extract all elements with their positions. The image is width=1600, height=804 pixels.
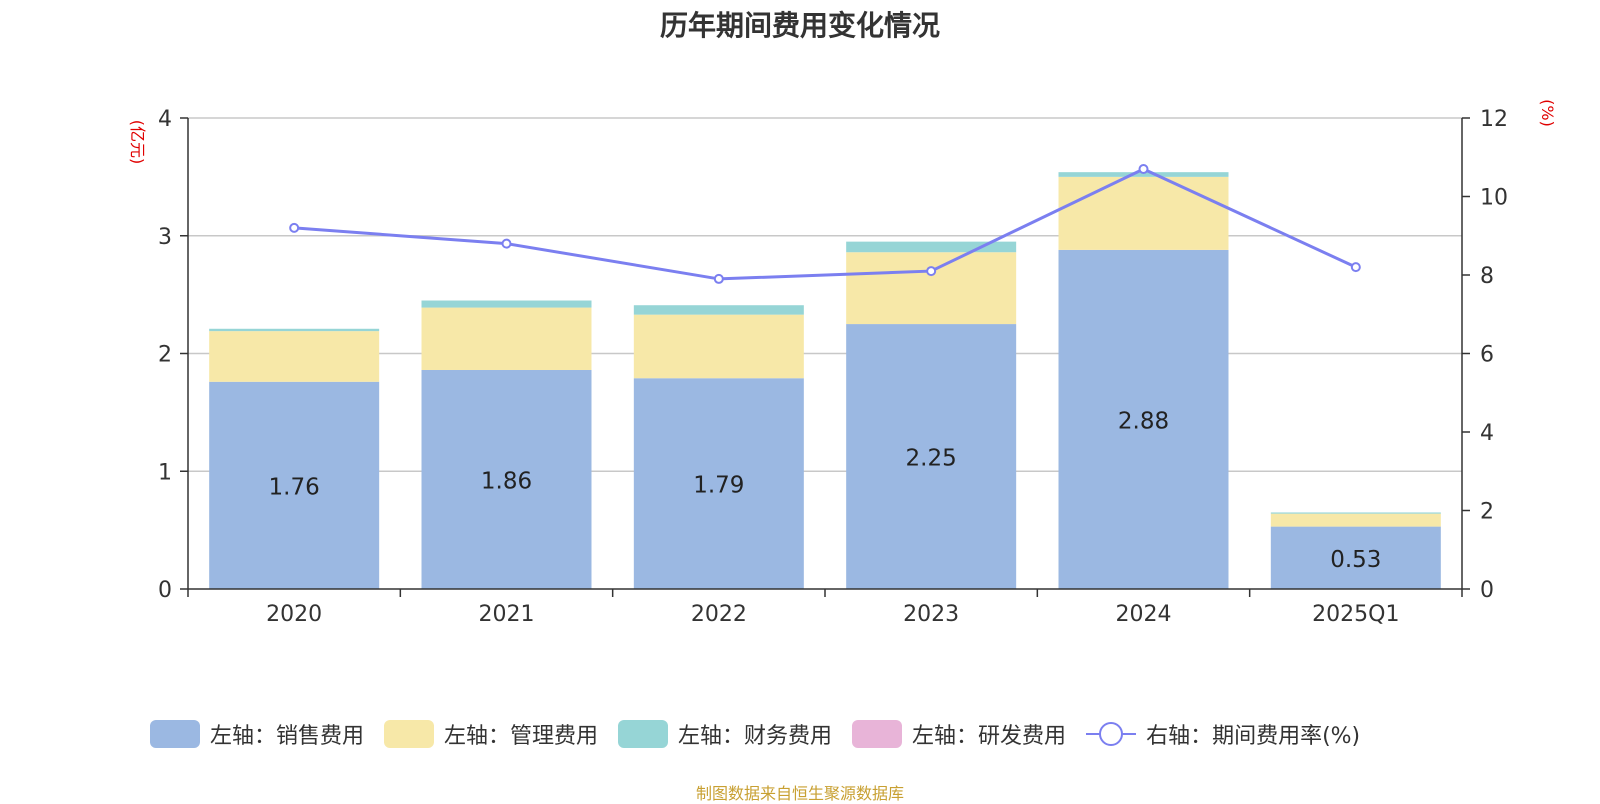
rate-point: [289, 222, 300, 233]
right-axis-unit: (%): [1538, 99, 1557, 127]
bar-segment: [209, 331, 380, 382]
rate-point: [926, 266, 937, 277]
bar-segment: [633, 378, 804, 589]
right-axis-tick-label: 8: [1480, 264, 1494, 289]
line-layer: [289, 164, 1361, 284]
right-axis-tick-label: 4: [1480, 421, 1494, 446]
bar-segment: [846, 252, 1017, 325]
bar-segment: [846, 241, 1017, 253]
legend-swatch-rnd: [852, 720, 903, 748]
left-axis-unit: (亿元): [128, 120, 147, 165]
bar-segment: [421, 369, 592, 589]
legend-label-rnd: 左轴：研发费用: [912, 724, 1067, 749]
legend-swatch-admin: [384, 720, 435, 748]
legend-item-sales[interactable]: 左轴：销售费用: [150, 718, 364, 750]
x-axis-tick-label: 2025Q1: [1312, 602, 1399, 627]
bar-segment: [421, 300, 592, 308]
bar-data-label: 1.79: [693, 473, 744, 499]
legend-label-admin: 左轴：管理费用: [444, 724, 599, 749]
legend-label-sales: 左轴：销售费用: [210, 724, 365, 749]
right-axis-tick-label: 6: [1480, 343, 1494, 368]
source-note: 制图数据来自恒生聚源数据库: [695, 784, 904, 803]
bar-segment: [1270, 526, 1441, 589]
rate-point: [1138, 164, 1149, 175]
bar-data-label: 0.53: [1330, 547, 1381, 573]
x-axis-tick-label: 2024: [1116, 602, 1172, 627]
bar-data-label: 1.76: [269, 474, 320, 500]
right-axis-tick-label: 2: [1480, 500, 1494, 525]
bar-data-label: 1.86: [481, 468, 532, 494]
bar-segment: [846, 324, 1017, 589]
x-axis-tick-label: 2021: [479, 602, 535, 627]
legend-swatch-sales: [150, 720, 200, 748]
bar-segment: [633, 305, 804, 315]
x-axis-tick-label: 2022: [691, 602, 747, 627]
bar-segment: [1270, 512, 1441, 514]
x-axis-tick-label: 2020: [266, 602, 322, 627]
rate-line: [294, 167, 1357, 281]
legend-item-rnd[interactable]: 左轴：研发费用: [852, 718, 1066, 750]
rate-point: [1350, 262, 1361, 273]
legend-label-finance: 左轴：财务费用: [678, 724, 833, 749]
bar-segment: [421, 307, 592, 370]
left-axis-tick-label: 3: [158, 225, 172, 250]
bar-layer: [209, 172, 1441, 589]
bar-segment: [209, 328, 380, 332]
bar-segment: [209, 381, 380, 589]
bar-segment: [633, 314, 804, 379]
rate-point: [501, 238, 512, 249]
right-axis-tick-label: 10: [1480, 186, 1508, 211]
bar-segment: [1270, 513, 1441, 527]
left-axis-tick-label: 4: [158, 107, 172, 132]
x-axis-tick-label: 2023: [903, 602, 959, 627]
left-axis-tick-label: 0: [158, 578, 172, 603]
legend: 左轴：销售费用 左轴：管理费用 左轴：财务费用 左轴：研发费用 右轴：期间费用率…: [150, 718, 1380, 750]
bar-segment: [1058, 176, 1229, 250]
bar-data-label: 2.25: [906, 446, 957, 472]
legend-item-finance[interactable]: 左轴：财务费用: [618, 718, 832, 750]
legend-item-rate[interactable]: 右轴：期间费用率(%): [1086, 718, 1360, 750]
left-axis-tick-label: 2: [158, 343, 172, 368]
legend-swatch-finance: [618, 720, 669, 748]
bar-segment: [1058, 172, 1229, 177]
right-axis-tick-label: 12: [1480, 107, 1508, 132]
bar-data-label: 2.88: [1118, 408, 1169, 434]
legend-item-admin[interactable]: 左轴：管理费用: [384, 718, 598, 750]
chart-title: 历年期间费用变化情况: [659, 9, 940, 42]
legend-line-icon: [1086, 720, 1137, 748]
left-axis-tick-label: 1: [158, 460, 172, 485]
label-layer: 1.76 1.86 1.79 2.25 2.88 0.53: [269, 408, 1382, 572]
legend-label-rate: 右轴：期间费用率(%): [1146, 724, 1361, 749]
right-axis-tick-label: 0: [1480, 578, 1494, 603]
bar-segment: [1058, 249, 1229, 589]
rate-point: [713, 273, 724, 284]
